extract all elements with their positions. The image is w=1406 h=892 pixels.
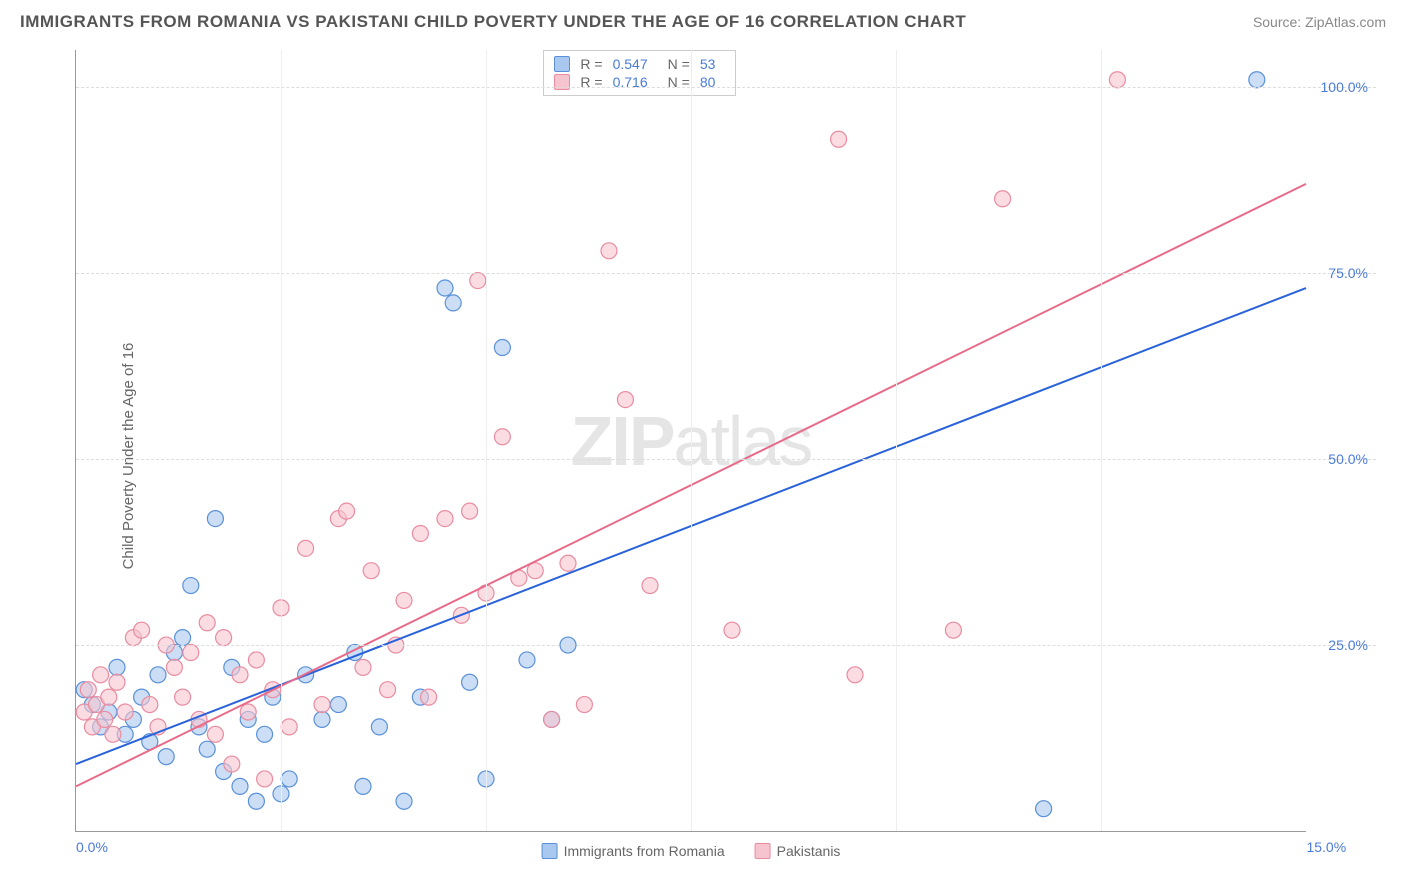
- legend-item-romania: Immigrants from Romania: [542, 843, 725, 859]
- series-name-romania: Immigrants from Romania: [564, 843, 725, 859]
- data-point: [1036, 801, 1052, 817]
- data-point: [560, 555, 576, 571]
- data-point: [175, 630, 191, 646]
- gridline-h: [76, 273, 1376, 274]
- x-tick-label: 15.0%: [1306, 839, 1346, 855]
- data-point: [642, 578, 658, 594]
- data-point: [240, 704, 256, 720]
- swatch-pakistani: [755, 843, 771, 859]
- chart-area: Child Poverty Under the Age of 16 ZIPatl…: [20, 40, 1386, 872]
- y-tick-label: 100.0%: [1321, 79, 1368, 95]
- y-tick-label: 50.0%: [1328, 451, 1368, 467]
- data-point: [494, 429, 510, 445]
- data-point: [847, 667, 863, 683]
- data-point: [134, 622, 150, 638]
- gridline-v: [281, 50, 282, 831]
- data-point: [150, 667, 166, 683]
- data-point: [80, 682, 96, 698]
- data-point: [380, 682, 396, 698]
- data-point: [724, 622, 740, 638]
- plot-region: ZIPatlas R = 0.547 N = 53 R = 0.716 N = …: [75, 50, 1306, 832]
- source-attribution: Source: ZipAtlas.com: [1253, 14, 1386, 30]
- gridline-h: [76, 459, 1376, 460]
- series-name-pakistani: Pakistanis: [777, 843, 841, 859]
- data-point: [494, 340, 510, 356]
- data-point: [216, 630, 232, 646]
- gridline-v: [896, 50, 897, 831]
- y-tick-label: 75.0%: [1328, 265, 1368, 281]
- data-point: [232, 778, 248, 794]
- data-point: [314, 697, 330, 713]
- data-point: [330, 697, 346, 713]
- gridline-h: [76, 645, 1376, 646]
- data-point: [248, 652, 264, 668]
- data-point: [93, 667, 109, 683]
- x-tick-label: 0.0%: [76, 839, 108, 855]
- data-point: [183, 578, 199, 594]
- data-point: [437, 511, 453, 527]
- gridline-v: [1101, 50, 1102, 831]
- legend-item-pakistani: Pakistanis: [755, 843, 841, 859]
- data-point: [355, 659, 371, 675]
- data-point: [257, 771, 273, 787]
- gridline-v: [486, 50, 487, 831]
- data-point: [371, 719, 387, 735]
- chart-header: IMMIGRANTS FROM ROMANIA VS PAKISTANI CHI…: [0, 0, 1406, 40]
- series-legend: Immigrants from Romania Pakistanis: [542, 843, 841, 859]
- data-point: [183, 644, 199, 660]
- y-tick-label: 25.0%: [1328, 637, 1368, 653]
- data-point: [101, 689, 117, 705]
- data-point: [355, 778, 371, 794]
- data-point: [166, 659, 182, 675]
- chart-title: IMMIGRANTS FROM ROMANIA VS PAKISTANI CHI…: [20, 12, 966, 32]
- data-point: [576, 697, 592, 713]
- data-point: [142, 697, 158, 713]
- data-point: [207, 726, 223, 742]
- data-point: [97, 711, 113, 727]
- data-point: [281, 719, 297, 735]
- data-point: [1249, 72, 1265, 88]
- data-point: [117, 704, 133, 720]
- data-point: [445, 295, 461, 311]
- data-point: [281, 771, 297, 787]
- data-point: [601, 243, 617, 259]
- data-point: [314, 711, 330, 727]
- data-point: [462, 674, 478, 690]
- data-point: [544, 711, 560, 727]
- gridline-v: [691, 50, 692, 831]
- data-point: [109, 659, 125, 675]
- data-point: [617, 392, 633, 408]
- data-point: [462, 503, 478, 519]
- data-point: [1109, 72, 1125, 88]
- data-point: [396, 793, 412, 809]
- data-point: [437, 280, 453, 296]
- data-point: [199, 615, 215, 631]
- data-point: [995, 191, 1011, 207]
- data-point: [519, 652, 535, 668]
- data-point: [257, 726, 273, 742]
- data-point: [105, 726, 121, 742]
- data-point: [207, 511, 223, 527]
- data-point: [175, 689, 191, 705]
- data-point: [248, 793, 264, 809]
- data-point: [363, 563, 379, 579]
- data-point: [412, 525, 428, 541]
- data-point: [199, 741, 215, 757]
- gridline-h: [76, 87, 1376, 88]
- data-point: [945, 622, 961, 638]
- data-point: [421, 689, 437, 705]
- data-point: [298, 540, 314, 556]
- data-point: [396, 592, 412, 608]
- data-point: [158, 749, 174, 765]
- data-point: [232, 667, 248, 683]
- data-point: [109, 674, 125, 690]
- data-point: [224, 756, 240, 772]
- data-point: [470, 273, 486, 289]
- swatch-romania: [542, 843, 558, 859]
- data-point: [831, 131, 847, 147]
- data-point: [339, 503, 355, 519]
